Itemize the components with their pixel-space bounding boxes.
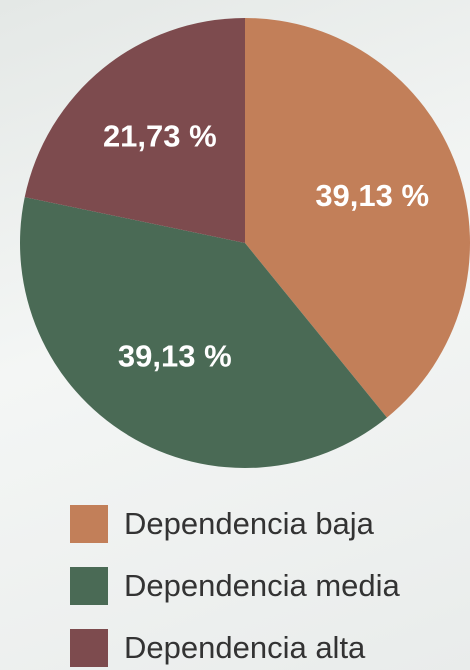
legend-swatch [70,629,108,667]
pie-slice [24,18,246,243]
legend-label: Dependencia media [124,568,401,603]
slice-label: 39,13 % [315,178,429,213]
slice-label: 21,73 % [103,118,217,153]
slice-label: 39,13 % [118,339,232,374]
legend-swatch [70,567,108,605]
pie-slice [245,18,470,418]
pie-slice [19,197,387,469]
legend-label: Dependencia alta [124,630,366,665]
legend-label: Dependencia baja [124,506,375,541]
legend-swatch [70,505,108,543]
